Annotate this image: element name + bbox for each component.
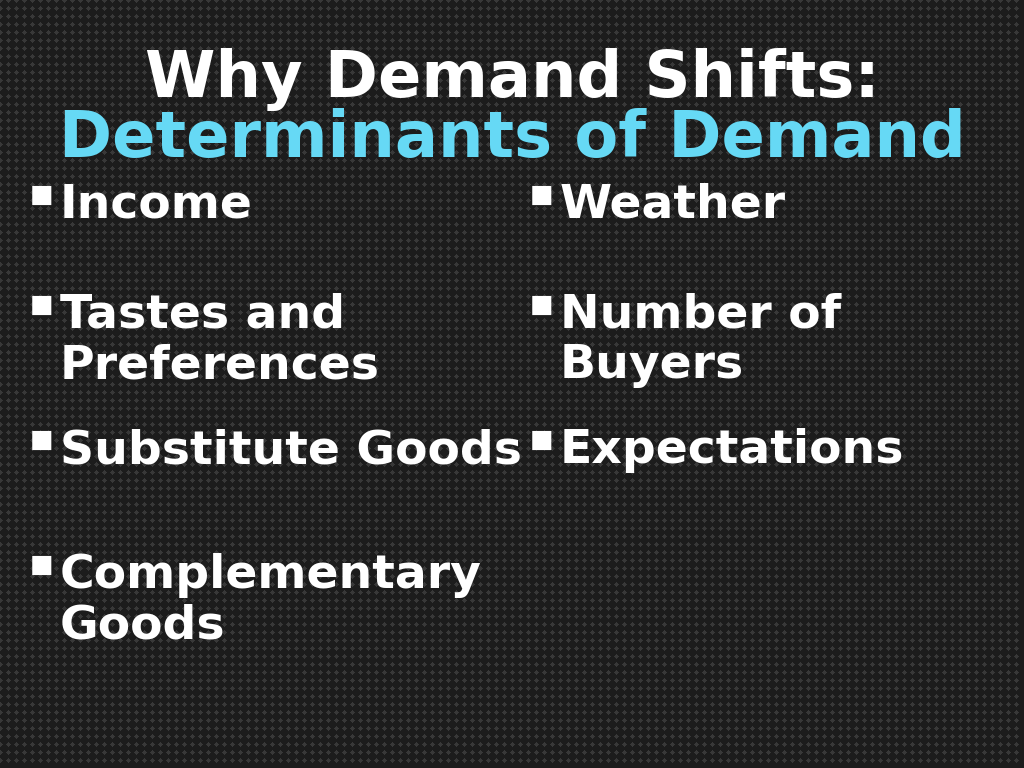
Text: ■: ■: [530, 183, 554, 207]
Text: Income: Income: [60, 183, 253, 228]
Text: ■: ■: [30, 183, 53, 207]
Text: Complementary
Goods: Complementary Goods: [60, 553, 482, 648]
Text: Expectations: Expectations: [560, 428, 904, 473]
Text: Number of
Buyers: Number of Buyers: [560, 293, 841, 389]
Text: ■: ■: [30, 428, 53, 452]
Text: Tastes and
Preferences: Tastes and Preferences: [60, 293, 380, 389]
Text: ■: ■: [30, 553, 53, 577]
Text: Substitute Goods: Substitute Goods: [60, 428, 522, 473]
Text: ■: ■: [530, 293, 554, 317]
Text: Determinants of Demand: Determinants of Demand: [58, 108, 966, 170]
Text: Why Demand Shifts:: Why Demand Shifts:: [144, 48, 880, 111]
Text: Weather: Weather: [560, 183, 786, 228]
Text: ■: ■: [30, 293, 53, 317]
Text: ■: ■: [530, 428, 554, 452]
